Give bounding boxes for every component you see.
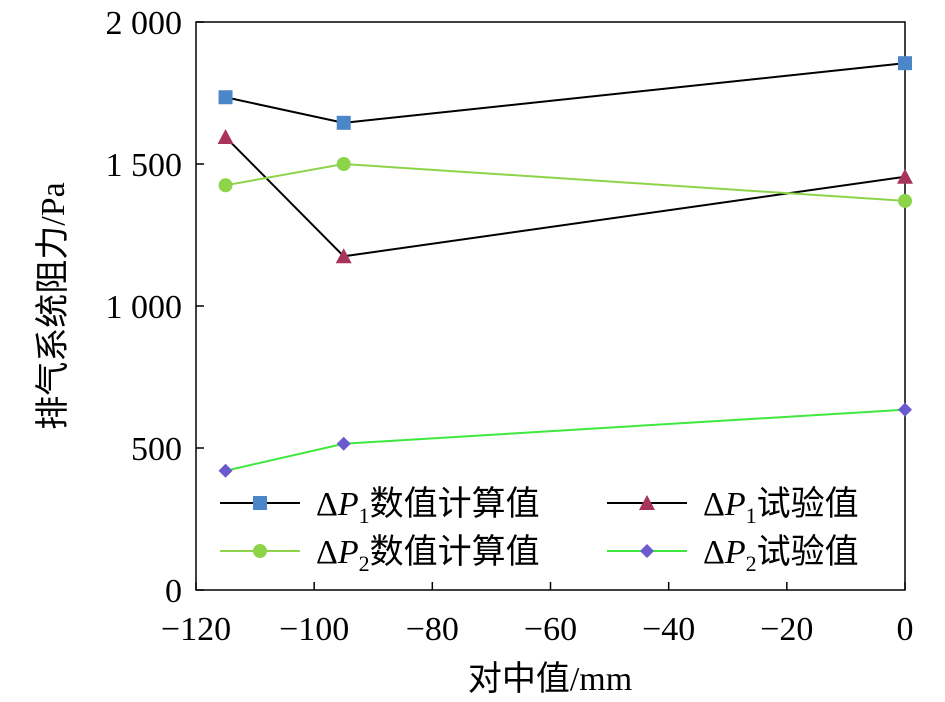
x-tick-label: −100 [279,611,349,648]
data-point [898,56,912,71]
series-line [225,162,906,202]
legend-marker [253,496,267,510]
legend-marker [639,495,655,510]
x-tick-label: −40 [642,611,695,648]
series-line [225,62,906,124]
series-line [225,408,906,472]
data-point [898,402,912,417]
x-tick-label: −80 [406,611,459,648]
legend-label: ΔP2试验值 [703,533,859,576]
legend-label: ΔP2数值计算值 [316,533,540,576]
y-tick-label: 2 000 [106,5,183,42]
legend-marker [640,544,654,558]
legend: ΔP1数值计算值 ΔP1试验值 ΔP2数值计算值 ΔP2试验值 [220,485,859,576]
y-tick-label: 500 [131,431,182,468]
axis-ticks: −120 −100 −80 −60 −40 −20 0 0 500 1 000 1 500 2 000 [106,5,914,648]
data-point [897,168,913,184]
data-point [336,157,351,171]
data-point [898,193,912,208]
x-tick-label: −20 [760,611,813,648]
x-tick-label: −120 [161,611,231,648]
data-point [217,129,234,145]
data-point [218,178,233,193]
legend-marker [253,544,267,558]
series-layer [217,56,913,478]
legend-label: ΔP1数值计算值 [316,485,540,528]
data-point [218,90,233,105]
x-tick-label: −60 [524,611,577,648]
y-axis-title: 排气系统阻力/Pa [34,182,72,429]
y-tick-label: 1 500 [106,147,183,184]
data-point [336,115,351,130]
x-axis-title: 对中值/mm [468,660,632,698]
data-point [218,463,233,478]
x-tick-label: 0 [897,611,914,648]
legend-label: ΔP1试验值 [703,485,859,528]
data-point [336,436,351,451]
series-line [224,136,906,258]
y-tick-label: 1 000 [106,289,183,326]
data-point [335,248,352,264]
y-tick-label: 0 [165,573,182,610]
